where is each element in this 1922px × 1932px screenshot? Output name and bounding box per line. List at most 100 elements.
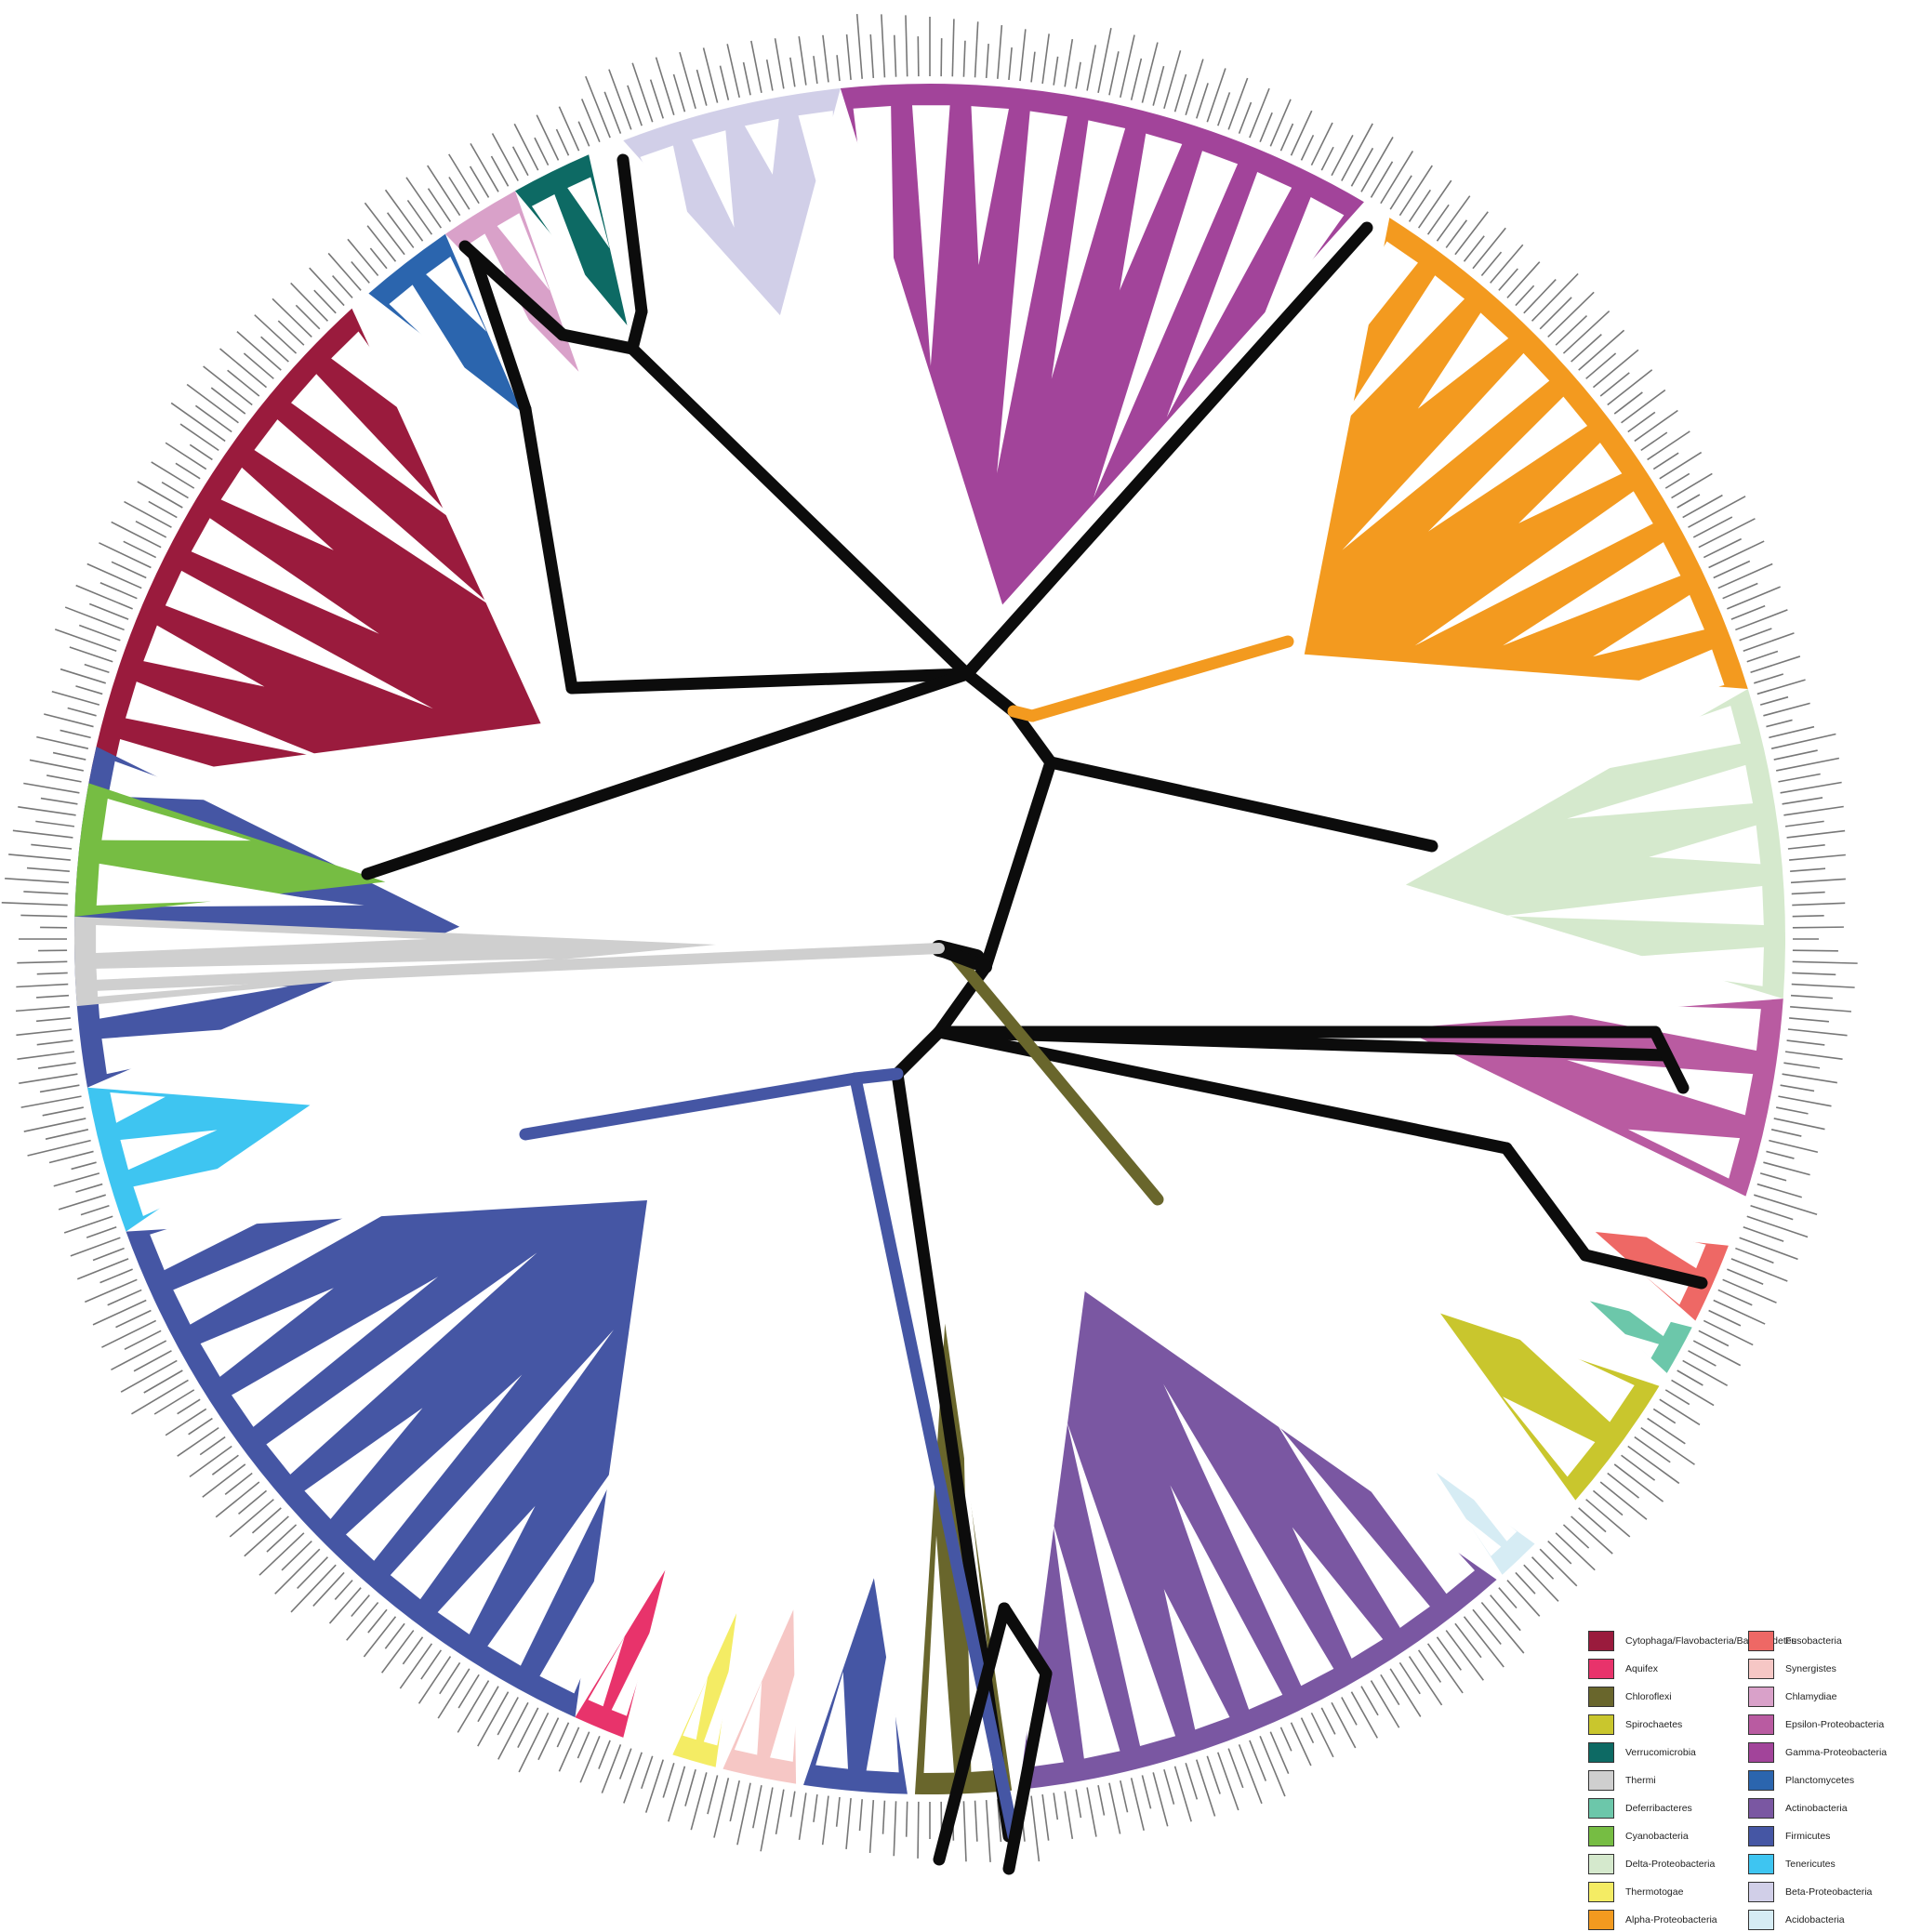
clade-subbranch-gap	[735, 1682, 762, 1755]
leaf-label	[987, 1800, 990, 1862]
leaf-label	[313, 1572, 344, 1606]
tree-branch	[986, 762, 1051, 967]
legend-swatch	[1748, 1910, 1774, 1930]
leaf-label	[1351, 1692, 1377, 1739]
leaf-label	[1709, 541, 1765, 567]
leaf-label	[1381, 151, 1412, 203]
leaf-label	[1311, 1713, 1332, 1757]
leaf-label	[586, 76, 610, 138]
leaf-label	[1751, 1206, 1794, 1220]
leaf-label	[497, 1698, 518, 1735]
leaf-label	[823, 1796, 828, 1846]
leaf-label	[244, 353, 273, 378]
leaf-label	[1020, 29, 1026, 81]
leaf-label	[1579, 330, 1624, 370]
leaf-label	[663, 1763, 674, 1797]
leaf-label	[1731, 1259, 1787, 1281]
leaf-label	[419, 1657, 451, 1704]
legend-label: Alpha-Proteobacteria	[1625, 1914, 1717, 1925]
leaf-label	[27, 868, 70, 872]
leaf-label	[85, 1279, 137, 1302]
leaf-label	[1683, 496, 1723, 518]
leaf-label	[30, 760, 84, 771]
leaf-label	[963, 41, 965, 77]
leaf-label	[790, 58, 795, 87]
clade-subbranch-gap	[815, 1672, 848, 1769]
legend-swatch	[1588, 1631, 1614, 1651]
legend-swatch	[1748, 1882, 1774, 1902]
leaf-label	[89, 603, 128, 619]
leaf-label	[1065, 39, 1072, 86]
leaf-label	[642, 1756, 653, 1789]
leaf-label	[216, 1482, 259, 1517]
leaf-label	[1792, 903, 1845, 905]
leaf-label	[814, 56, 817, 84]
leaf-label	[1677, 495, 1700, 508]
leaf-label	[1371, 1681, 1398, 1728]
leaf-label	[775, 38, 784, 88]
leaf-label	[87, 564, 141, 589]
leaf-label	[99, 543, 151, 568]
leaf-label	[1292, 111, 1312, 155]
leaf-label	[36, 737, 88, 749]
leaf-label	[1507, 262, 1540, 298]
leaf-label	[1718, 1290, 1753, 1304]
leaf-label	[75, 686, 102, 695]
leaf-label	[17, 961, 67, 962]
legend-label: Beta-Proteobacteria	[1785, 1886, 1872, 1898]
leaf-label	[190, 444, 212, 459]
leaf-label	[1783, 1074, 1837, 1082]
leaf-label	[1042, 1794, 1049, 1841]
leaf-label	[1164, 1769, 1174, 1805]
leaf-label	[704, 47, 718, 102]
leaf-label	[1792, 985, 1855, 988]
leaf-label	[204, 366, 253, 404]
leaf-label	[18, 807, 75, 815]
leaf-label	[1648, 1419, 1686, 1444]
leaf-label	[154, 1390, 194, 1414]
legend-item-acidobacteria: Acidobacteria	[1748, 1908, 1915, 1932]
leaf-label	[1142, 43, 1157, 103]
leaf-label	[1076, 62, 1080, 89]
leaf-label	[1778, 774, 1820, 782]
leaf-label	[1342, 124, 1372, 181]
tree-branch	[1506, 1148, 1585, 1255]
leaf-label	[1778, 1096, 1831, 1106]
leaf-label	[1280, 1727, 1291, 1752]
legend-item-gamma-proteobacteria: Gamma-Proteobacteria	[1748, 1740, 1915, 1765]
leaf-label	[761, 1787, 773, 1851]
leaf-label	[1793, 961, 1858, 963]
leaf-label	[727, 44, 739, 98]
leaf-label	[881, 14, 885, 77]
leaf-label	[59, 1195, 106, 1210]
leaf-label	[93, 1249, 125, 1261]
legend-swatch	[1588, 1826, 1614, 1846]
leaf-label	[1689, 1351, 1717, 1366]
leaf-label	[41, 799, 78, 804]
leaf-label	[333, 276, 352, 298]
legend-label: Acidobacteria	[1785, 1914, 1845, 1925]
leaf-label	[1648, 431, 1690, 460]
legend-item-spirochaetes: Spirochaetes	[1588, 1713, 1748, 1737]
leaf-label	[1228, 78, 1247, 129]
leaf-label	[1785, 821, 1824, 826]
leaf-label	[1593, 350, 1637, 387]
legend-label: Delta-Proteobacteria	[1625, 1859, 1715, 1870]
leaf-label	[1260, 112, 1272, 141]
leaf-label	[1270, 99, 1291, 147]
leaf-label	[1600, 373, 1629, 396]
leaf-label	[708, 1775, 718, 1814]
leaf-label	[1699, 1330, 1729, 1345]
leaf-label	[115, 1311, 151, 1328]
leaf-label	[1332, 1702, 1356, 1748]
legend-label: Thermotogae	[1625, 1886, 1683, 1898]
leaf-label	[799, 36, 806, 85]
legend-item-cyanobacteria: Cyanobacteria	[1588, 1824, 1748, 1848]
leaf-label	[1693, 517, 1732, 537]
leaf-label	[16, 1007, 70, 1012]
leaf-label	[1790, 868, 1825, 871]
leaf-label	[17, 1052, 73, 1059]
leaf-label	[1714, 561, 1750, 577]
legend-swatch	[1588, 1770, 1614, 1791]
leaf-label	[1532, 1557, 1554, 1580]
